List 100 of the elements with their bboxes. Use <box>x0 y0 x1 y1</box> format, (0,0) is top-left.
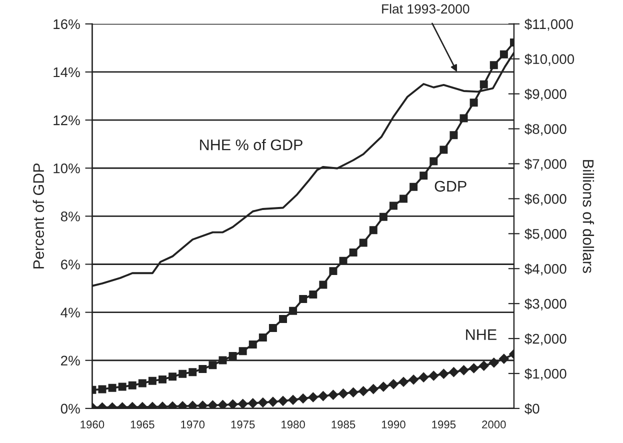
y2-tick-label: $9,000 <box>524 88 566 101</box>
point <box>349 248 358 257</box>
point <box>488 358 499 368</box>
point <box>428 370 439 381</box>
point <box>218 400 228 408</box>
x-tick-label: 1990 <box>382 420 406 428</box>
y-tick-label: 14% <box>54 67 80 78</box>
point <box>398 376 408 387</box>
y-tick-label: 12% <box>54 115 80 126</box>
point <box>158 375 166 384</box>
point <box>470 98 478 107</box>
point <box>309 290 318 298</box>
y2-tick-label: $8,000 <box>524 124 566 136</box>
text: Flat 1993-2000 <box>382 4 470 14</box>
point <box>460 114 468 122</box>
x-tick-label: 1980 <box>282 420 305 428</box>
point <box>268 324 277 332</box>
point <box>258 398 268 408</box>
point <box>418 372 429 382</box>
point <box>318 391 328 401</box>
point <box>438 368 449 379</box>
y2-tick-label: $10,000 <box>524 54 574 66</box>
y2-tick-label: $11,000 <box>524 18 574 31</box>
point <box>98 385 106 394</box>
y2-tick-label: $0 <box>524 403 540 414</box>
point <box>188 400 198 408</box>
point <box>299 295 308 304</box>
point <box>248 340 257 348</box>
point <box>338 388 348 399</box>
point <box>498 354 509 364</box>
point <box>388 379 398 390</box>
y2-tick-label: $6,000 <box>524 193 566 206</box>
point <box>288 394 298 405</box>
y-tick-label: 2% <box>61 356 80 366</box>
point <box>108 384 116 392</box>
y-tick-label: 8% <box>60 212 80 222</box>
x-tick-label: 1975 <box>231 420 255 428</box>
point <box>238 398 248 408</box>
y2-tick-label: $5,000 <box>524 228 566 240</box>
point <box>329 267 338 276</box>
point <box>198 364 207 373</box>
y-tick-label: 6% <box>61 260 80 270</box>
point <box>450 131 458 140</box>
y-tick-label: 16% <box>54 19 80 30</box>
point <box>268 396 278 407</box>
y-axis-title: Percent of GDP <box>32 163 44 268</box>
point <box>289 306 298 315</box>
x-tick-label: 1965 <box>130 420 154 428</box>
x-tick-label: 2000 <box>482 420 506 428</box>
point <box>379 212 388 221</box>
point <box>328 390 338 400</box>
point <box>378 382 388 392</box>
y2-tick-label: $2,000 <box>524 333 566 346</box>
point <box>490 61 498 70</box>
point <box>389 202 398 210</box>
y-tick-label: 10% <box>54 163 80 174</box>
point <box>278 396 288 406</box>
point <box>208 361 217 370</box>
point <box>178 370 187 378</box>
point <box>319 280 328 289</box>
point <box>238 347 247 356</box>
x-tick-label: 1985 <box>332 420 356 428</box>
y2-tick-label: $1,000 <box>524 368 566 380</box>
point <box>458 365 469 376</box>
point <box>258 333 267 342</box>
series-label: GDP <box>434 180 466 192</box>
point <box>420 172 428 180</box>
point <box>118 382 126 391</box>
series-label: NHE % of GDP <box>200 139 302 150</box>
point <box>430 157 438 166</box>
point <box>218 356 227 364</box>
point <box>148 376 156 385</box>
y2-tick-label: $3,000 <box>524 298 566 310</box>
point <box>448 367 459 378</box>
point <box>348 387 358 398</box>
point <box>248 398 258 408</box>
series-label: NHE <box>466 329 496 340</box>
y2-axis-title: Billions of dollars <box>582 160 594 273</box>
point <box>308 392 318 402</box>
point <box>359 238 368 247</box>
point <box>228 352 237 360</box>
point <box>128 381 136 390</box>
y2-tick-label: $4,000 <box>524 263 566 276</box>
point <box>358 386 368 396</box>
point <box>478 360 489 371</box>
point <box>228 399 238 408</box>
x-tick-label: 1995 <box>432 420 456 428</box>
y2-tick-label: $7,000 <box>524 158 566 171</box>
point <box>369 226 378 234</box>
point <box>440 146 448 154</box>
point <box>279 314 287 323</box>
point <box>208 400 218 408</box>
point <box>298 394 308 404</box>
point <box>198 400 208 408</box>
point <box>188 368 197 376</box>
point <box>500 50 508 58</box>
point <box>408 374 418 385</box>
y-tick-label: 0% <box>60 404 80 414</box>
x-tick-label: 1960 <box>80 420 104 428</box>
point <box>168 372 177 381</box>
